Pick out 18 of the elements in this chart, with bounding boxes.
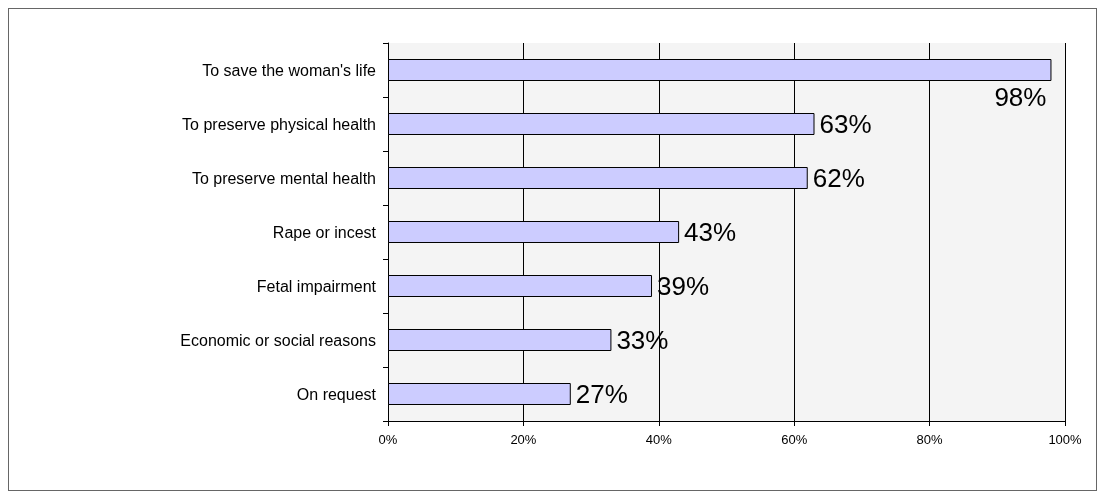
x-tick-label: 20% (510, 432, 537, 447)
data-label: 63% (819, 109, 872, 139)
y-tick-label: Economic or social reasons (180, 331, 376, 349)
y-tick-label: To preserve physical health (182, 115, 376, 133)
x-tick-label: 40% (645, 432, 673, 447)
x-tick-label: 80% (916, 432, 944, 447)
y-tick-label: On request (296, 385, 377, 403)
x-tick-label: 0% (378, 432, 398, 447)
data-label: 98% (994, 82, 1047, 112)
y-tick-label: To save the woman's life (202, 61, 377, 79)
x-tick-label: 60% (781, 432, 808, 447)
x-tick-label: 100% (1048, 432, 1083, 447)
y-tick-label: Fetal impairment (256, 277, 377, 295)
y-tick-label: To preserve mental health (191, 169, 376, 187)
y-tick-label: Rape or incest (272, 223, 377, 241)
data-label: 62% (812, 163, 865, 193)
data-label: 27% (575, 379, 628, 409)
data-label: 43% (684, 217, 737, 247)
